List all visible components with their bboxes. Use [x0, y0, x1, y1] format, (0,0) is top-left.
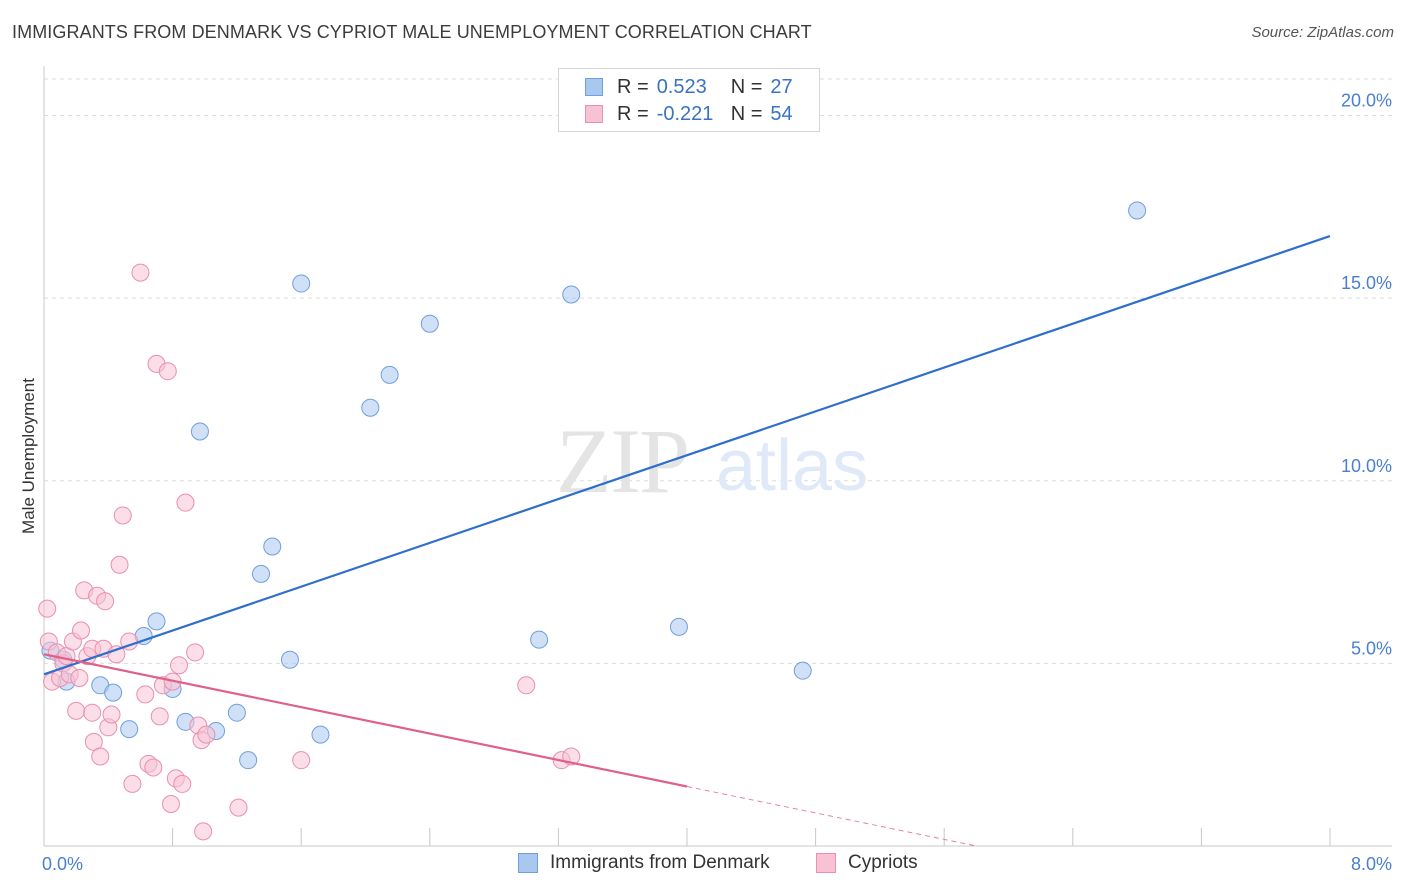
y-tick-label: 15.0%	[1341, 273, 1392, 293]
point-cypriots	[67, 701, 86, 720]
legend-row-denmark: R = 0.523 N = 27	[585, 74, 793, 100]
point-denmark	[562, 285, 581, 304]
point-cypriots	[161, 794, 180, 813]
legend-n-label: N =	[730, 102, 763, 125]
legend-n-label: N =	[730, 75, 763, 98]
y-tick-label: 10.0%	[1341, 456, 1392, 476]
watermark-atlas: atlas	[716, 426, 868, 506]
axes	[43, 66, 1392, 847]
point-denmark	[380, 365, 399, 384]
legend-label-cypriots: Cypriots	[848, 852, 918, 873]
point-cypriots	[91, 747, 110, 766]
point-cypriots	[136, 685, 155, 704]
legend-item-cypriots[interactable]: Cypriots	[816, 852, 918, 874]
legend-swatch-denmark	[518, 853, 538, 873]
point-cypriots	[292, 751, 311, 770]
legend-swatch-denmark	[585, 78, 603, 96]
x-tick-label: 0.0%	[42, 854, 83, 874]
legend-r-label: R =	[617, 102, 649, 125]
point-denmark	[292, 274, 311, 293]
point-cypriots	[83, 703, 102, 722]
legend-row-cypriots: R = -0.221 N = 54	[585, 101, 793, 127]
y-tick-label: 5.0%	[1351, 638, 1392, 658]
point-cypriots	[110, 555, 129, 574]
watermark: ZIP atlas	[556, 410, 868, 512]
legend-n-value: 27	[770, 75, 793, 98]
legend-swatch-cypriots	[585, 105, 603, 123]
legend-item-denmark[interactable]: Immigrants from Denmark	[518, 852, 770, 874]
point-cypriots	[96, 592, 115, 611]
point-cypriots	[70, 668, 89, 687]
point-cypriots	[170, 656, 189, 675]
point-cypriots	[123, 774, 142, 793]
point-denmark	[147, 612, 166, 631]
point-cypriots	[229, 798, 248, 817]
point-denmark	[793, 661, 812, 680]
legend-swatch-cypriots	[816, 853, 836, 873]
legend-r-value: -0.221	[656, 102, 714, 125]
legend-r-value: 0.523	[656, 75, 707, 98]
y-tick-label: 20.0%	[1341, 91, 1392, 111]
point-denmark	[104, 683, 123, 702]
y-axis-label: Male Unemployment	[19, 378, 38, 534]
point-cypriots	[176, 493, 195, 512]
point-denmark	[280, 650, 299, 669]
point-cypriots	[102, 705, 121, 724]
point-denmark	[311, 725, 330, 744]
point-denmark	[361, 398, 380, 417]
legend-label-denmark: Immigrants from Denmark	[550, 852, 770, 873]
point-denmark	[1128, 201, 1147, 220]
point-cypriots	[38, 599, 57, 618]
series-legend: Immigrants from Denmark Cypriots	[0, 852, 1406, 878]
legend-n-value: 54	[770, 102, 793, 125]
point-cypriots	[173, 774, 192, 793]
point-denmark	[669, 617, 688, 636]
point-cypriots	[144, 758, 163, 777]
point-denmark	[530, 630, 549, 649]
point-denmark	[120, 720, 139, 739]
point-cypriots	[197, 725, 216, 744]
point-cypriots	[158, 362, 177, 381]
chart-title: IMMIGRANTS FROM DENMARK VS CYPRIOT MALE …	[12, 22, 812, 42]
grid-lines	[44, 78, 1392, 664]
point-denmark	[263, 537, 282, 556]
point-denmark	[420, 314, 439, 333]
point-cypriots	[71, 621, 90, 640]
tick-labels: 5.0% 10.0% 15.0% 20.0% 0.0% 8.0%	[42, 91, 1392, 874]
trend-line-denmark	[43, 235, 1331, 676]
x-tick-label: 8.0%	[1351, 854, 1392, 874]
point-cypriots	[150, 707, 169, 726]
point-cypriots	[517, 676, 536, 695]
source-credit: Source: ZipAtlas.com	[1251, 24, 1394, 41]
correlation-legend: R = 0.523 N = 27 R = -0.221 N = 54	[558, 68, 820, 132]
point-denmark	[227, 703, 246, 722]
point-denmark	[252, 564, 271, 583]
trend-line-cypriots	[43, 653, 688, 788]
point-denmark	[190, 422, 209, 441]
point-cypriots	[186, 643, 205, 662]
trend-line-cypriots-extension	[686, 786, 977, 847]
point-denmark	[239, 751, 258, 770]
point-cypriots	[131, 263, 150, 282]
point-cypriots	[113, 506, 132, 525]
trend-lines	[43, 235, 1331, 847]
legend-r-label: R =	[617, 75, 649, 98]
point-cypriots	[194, 822, 213, 841]
